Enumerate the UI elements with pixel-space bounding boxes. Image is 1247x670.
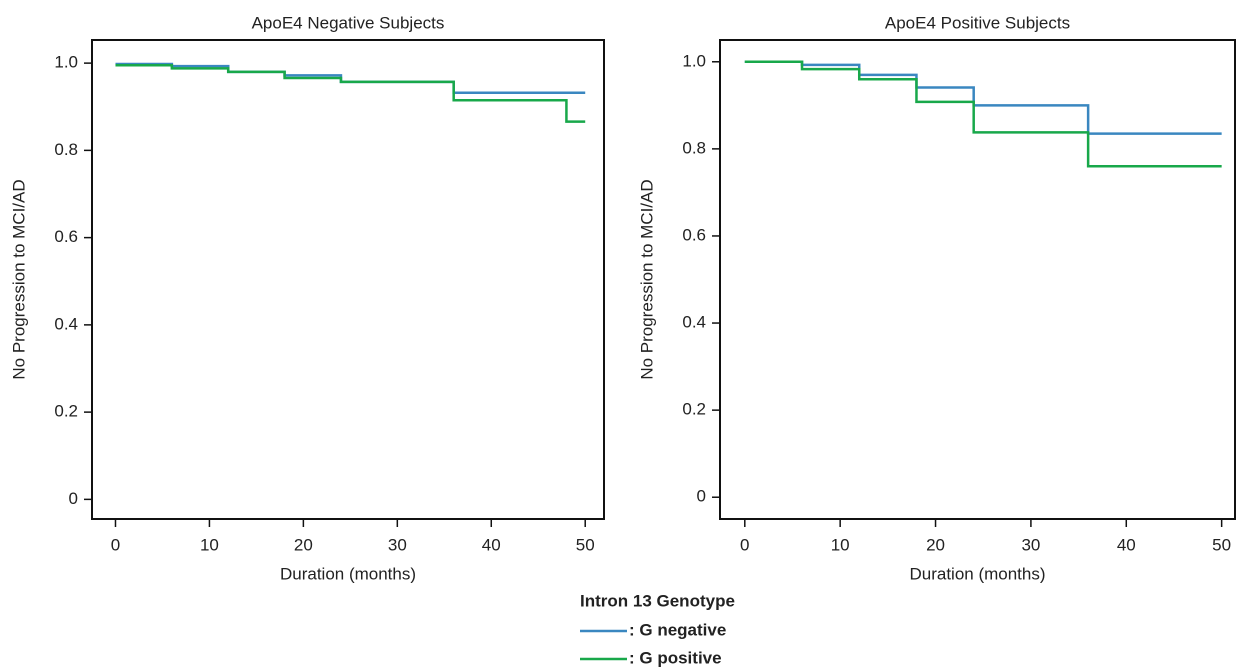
y-tick-label: 0.6	[54, 227, 78, 246]
y-tick-label: 0.8	[682, 138, 706, 157]
plot-frame	[91, 39, 605, 520]
y-tick-label: 0.4	[54, 314, 78, 333]
legend-label: : G positive	[629, 648, 722, 667]
y-tick-label: 0.4	[682, 313, 706, 332]
x-tick-label: 20	[294, 535, 313, 554]
x-tick-label: 50	[576, 535, 595, 554]
y-tick-label: 1.0	[54, 53, 78, 72]
chart-title: ApoE4 Positive Subjects	[885, 13, 1070, 32]
y-tick-label: 0.8	[54, 140, 78, 159]
survival-line	[115, 64, 586, 123]
x-axis-label: Duration (months)	[280, 564, 416, 583]
y-tick-label: 0.6	[682, 225, 706, 244]
y-tick-label: 0.2	[682, 400, 706, 419]
x-tick-label: 50	[1212, 535, 1231, 554]
plot-frame	[719, 39, 1236, 520]
x-axis-label: Duration (months)	[909, 564, 1045, 583]
y-tick-label: 0	[697, 487, 706, 506]
x-tick-label: 10	[831, 535, 850, 554]
y-axis-label: No Progression to MCI/AD	[637, 179, 656, 379]
y-axis-label: No Progression to MCI/AD	[9, 179, 28, 379]
x-tick-label: 0	[740, 535, 749, 554]
x-tick-label: 30	[388, 535, 407, 554]
survival-line	[744, 60, 1222, 135]
chart-title: ApoE4 Negative Subjects	[252, 13, 445, 32]
x-tick-label: 40	[482, 535, 501, 554]
y-tick-label: 1.0	[682, 51, 706, 70]
x-tick-label: 20	[926, 535, 945, 554]
x-tick-label: 40	[1117, 535, 1136, 554]
legend-title: Intron 13 Genotype	[580, 591, 735, 610]
x-tick-label: 0	[111, 535, 120, 554]
x-tick-label: 30	[1021, 535, 1040, 554]
survival-line	[744, 60, 1222, 168]
y-tick-label: 0.2	[54, 402, 78, 421]
legend-label: : G negative	[629, 620, 726, 639]
x-tick-label: 10	[200, 535, 219, 554]
y-tick-label: 0	[69, 489, 78, 508]
